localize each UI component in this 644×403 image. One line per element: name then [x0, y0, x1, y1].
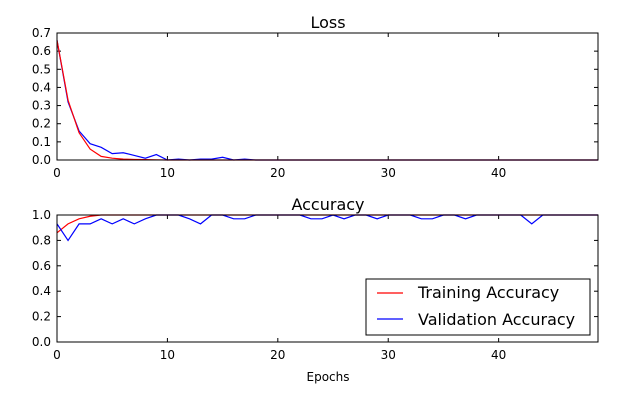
- loss-x-ticks: 0 10 20 30 40: [53, 33, 506, 180]
- legend: Training Accuracy Validation Accuracy: [365, 278, 591, 336]
- loss-x-tick-label: 20: [270, 166, 285, 180]
- legend-box: [365, 278, 591, 336]
- accuracy-y-tick-label: 0.4: [32, 284, 51, 298]
- loss-y-ticks: 0.0 0.1 0.2 0.3 0.4 0.5 0.6 0.7: [32, 26, 598, 167]
- accuracy-x-tick-label: 40: [491, 348, 506, 362]
- legend-label-validation-accuracy: Validation Accuracy: [418, 310, 575, 329]
- loss-title: Loss: [310, 13, 345, 32]
- loss-series-0-line: [56, 40, 598, 161]
- accuracy-x-tick-label: 20: [270, 348, 285, 362]
- validation-accuracy-line: [56, 214, 598, 242]
- legend-label-training-accuracy: Training Accuracy: [417, 283, 559, 302]
- accuracy-y-tick-label: 0.0: [32, 335, 51, 349]
- loss-x-tick-label: 40: [491, 166, 506, 180]
- loss-series-1-line: [56, 40, 598, 161]
- loss-x-tick-label: 0: [53, 166, 61, 180]
- accuracy-x-ticks: 0 10 20 30 40: [53, 215, 506, 362]
- loss-y-tick-label: 0.4: [32, 80, 51, 94]
- loss-panel: Loss 0.0 0.1 0.2 0.3 0.4 0.5 0.6 0.7 0 10 20 30 40: [32, 13, 599, 180]
- accuracy-y-tick-label: 0.8: [32, 233, 51, 247]
- loss-y-tick-label: 0.5: [32, 62, 51, 76]
- accuracy-x-tick-label: 0: [53, 348, 61, 362]
- loss-y-tick-label: 0.0: [32, 153, 51, 167]
- accuracy-y-tick-label: 0.2: [32, 310, 51, 324]
- training-accuracy-line: [56, 214, 598, 234]
- accuracy-panel: Accuracy 0.0 0.2 0.4 0.6 0.8 1.0 0 10 20 30 40 Ep…: [32, 195, 599, 384]
- accuracy-series: [56, 214, 598, 242]
- loss-y-tick-label: 0.2: [32, 117, 51, 131]
- x-axis-label: Epochs: [307, 370, 350, 384]
- loss-y-tick-label: 0.3: [32, 99, 51, 113]
- accuracy-x-tick-label: 30: [381, 348, 396, 362]
- accuracy-title: Accuracy: [291, 195, 364, 214]
- loss-y-tick-label: 0.7: [32, 26, 51, 40]
- loss-x-tick-label: 30: [381, 166, 396, 180]
- accuracy-y-tick-label: 1.0: [32, 208, 51, 222]
- loss-y-tick-label: 0.6: [32, 44, 51, 58]
- accuracy-y-ticks: 0.0 0.2 0.4 0.6 0.8 1.0: [32, 208, 598, 349]
- accuracy-y-tick-label: 0.6: [32, 259, 51, 273]
- accuracy-x-tick-label: 10: [160, 348, 175, 362]
- loss-plot-frame: [56, 32, 599, 161]
- accuracy-plot-frame: [56, 214, 599, 343]
- loss-series: [56, 40, 598, 161]
- loss-x-tick-label: 10: [160, 166, 175, 180]
- loss-y-tick-label: 0.1: [32, 135, 51, 149]
